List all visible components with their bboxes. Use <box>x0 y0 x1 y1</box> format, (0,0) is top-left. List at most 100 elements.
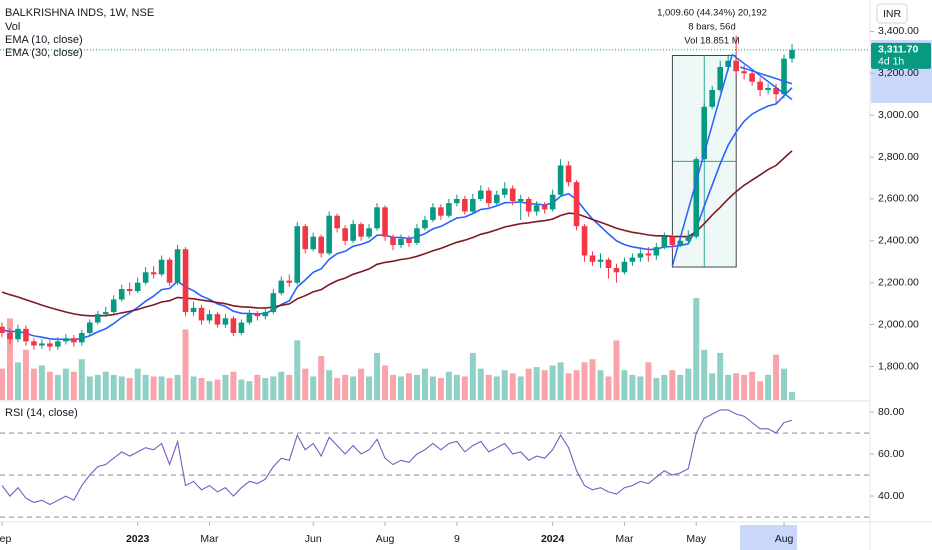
candle-body <box>302 226 309 250</box>
candle-body <box>781 58 787 95</box>
chart-title: BALKRISHNA INDS, 1W, NSE <box>5 7 154 19</box>
candle-body <box>605 259 612 269</box>
candle-body <box>31 341 37 346</box>
volume-bar <box>374 352 381 400</box>
candle-body <box>725 60 731 68</box>
currency-box[interactable] <box>876 3 908 24</box>
candle-body <box>493 194 500 204</box>
volume-bar <box>166 378 173 400</box>
measure-text: 1,009.60 (44.34%) 20,192 <box>657 8 767 19</box>
candle-body <box>549 194 556 210</box>
volume-bar <box>693 298 700 400</box>
candle-body <box>557 165 564 195</box>
volume-bar <box>390 374 397 400</box>
volume-bar <box>246 381 253 400</box>
candle-body <box>206 314 213 321</box>
volume-bar <box>605 376 612 400</box>
candle-body <box>310 236 317 250</box>
trendline <box>731 53 793 101</box>
countdown-label: 4d 1h <box>878 56 904 68</box>
candle-body <box>246 314 253 323</box>
currency: INR <box>883 8 902 20</box>
volume-bar <box>445 371 452 400</box>
rsi-tick-label: 60.00 <box>878 448 904 460</box>
volume-bar <box>789 392 796 400</box>
candle-body <box>47 343 53 347</box>
candle-body <box>573 182 580 227</box>
volume-bar <box>22 349 29 400</box>
candle-body <box>541 205 548 210</box>
volume-bar <box>461 376 468 400</box>
volume-bar <box>773 354 780 400</box>
volume-bar <box>238 379 245 400</box>
candle-body <box>749 73 755 82</box>
volume-bar <box>278 371 285 400</box>
volume-bar <box>326 370 333 400</box>
volume-bar <box>509 373 516 400</box>
candle-body <box>565 165 572 183</box>
candle-body <box>254 314 261 317</box>
x-tick-label: Aug <box>775 533 794 545</box>
candle-body <box>637 253 644 258</box>
volume-bar <box>517 376 524 400</box>
candle-body <box>158 259 165 275</box>
candle-body <box>334 215 340 229</box>
volume-bar <box>270 376 277 400</box>
volume-bar <box>334 378 341 400</box>
volume-bar <box>62 368 69 400</box>
volume-bar <box>86 376 93 400</box>
x-tick-label: Jun <box>305 533 322 545</box>
candle-body <box>741 71 747 74</box>
volume-bar <box>30 368 37 400</box>
x-tick-label: Mar <box>615 533 634 545</box>
candle-body <box>55 341 61 347</box>
rsi-line <box>1 409 793 506</box>
candle-body <box>94 314 101 323</box>
volume-bar <box>310 376 317 400</box>
candle-body <box>198 307 205 321</box>
candle-body <box>0 326 5 333</box>
candle-body <box>118 289 125 300</box>
candle-body <box>709 90 716 107</box>
volume-bar <box>318 356 325 400</box>
plot: 3,400.00 3,200.00 3,000.00 2,800.00 2,600.00… <box>0 25 919 545</box>
volume-bar <box>198 378 205 400</box>
volume-bar <box>701 349 708 400</box>
candle-body <box>653 247 660 256</box>
x-tick-label: 9 <box>454 533 460 545</box>
volume-bar <box>685 368 692 400</box>
candle-body <box>414 228 420 243</box>
candle-body <box>79 332 85 343</box>
candle-body <box>430 207 436 220</box>
volume-bar <box>621 370 628 400</box>
rsi-label: RSI (14, close) <box>5 407 78 419</box>
volume-bar <box>677 374 684 400</box>
x-tick-label: Sep <box>0 533 11 545</box>
trendline <box>739 66 793 85</box>
candle-body <box>7 332 13 340</box>
volume-bar <box>254 374 261 400</box>
volume-bar <box>94 374 101 400</box>
volume-bar <box>581 362 588 400</box>
candle-body <box>358 224 364 237</box>
volume-bar <box>597 370 604 400</box>
candle-body <box>733 60 739 72</box>
volume-bar <box>134 368 141 400</box>
volume-bar <box>741 374 748 400</box>
volume-bar <box>158 376 165 400</box>
volume-bar <box>485 374 492 400</box>
volume-bar <box>629 374 636 400</box>
candle-body <box>597 259 604 262</box>
candle-body <box>374 207 380 229</box>
volume-bar <box>358 368 365 400</box>
candle-body <box>438 207 444 216</box>
volume-bar <box>214 379 221 400</box>
volume-bar <box>206 381 213 400</box>
time-range-highlight <box>740 525 797 550</box>
candle-body <box>23 328 29 342</box>
candle-body <box>190 307 197 313</box>
candle-body <box>286 280 293 283</box>
volume-bar <box>757 381 764 400</box>
candle-body <box>462 198 468 212</box>
candle-body <box>398 238 404 246</box>
